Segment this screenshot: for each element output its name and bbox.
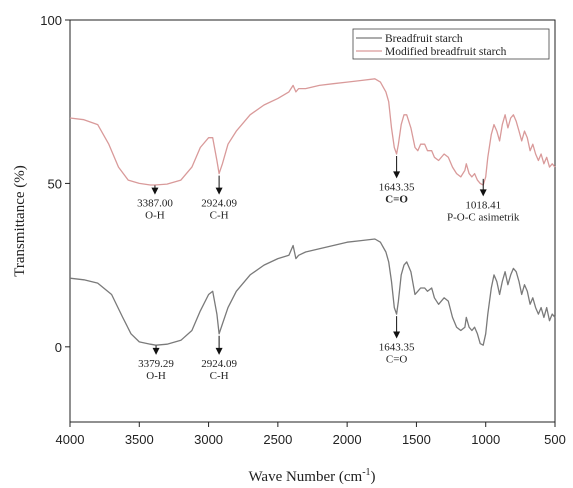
- x-tick-label: 3500: [125, 432, 154, 447]
- legend: Breadfruit starch Modified breadfruit st…: [352, 28, 550, 60]
- annotation-bond: P-O-C asimetrik: [447, 211, 520, 223]
- legend-label-breadfruit-starch: Breadfruit starch: [385, 33, 463, 45]
- annotation-arrow-head: [215, 187, 223, 195]
- annotation-bond: C=O: [385, 193, 408, 205]
- annotation-wavenumber: 2924.09: [201, 198, 237, 210]
- y-tick-label: 50: [48, 176, 62, 191]
- annotation-bond: C=O: [386, 353, 408, 365]
- x-tick-label: 3000: [194, 432, 223, 447]
- annotation-bond: O-H: [145, 210, 165, 222]
- annotation-arrow-head: [393, 171, 401, 179]
- annotation-wavenumber: 2924.09: [201, 358, 237, 370]
- y-axis-title: Transmittance (%): [12, 165, 28, 277]
- annotation-arrow-head: [479, 189, 487, 197]
- annotation-bond: C-H: [210, 370, 229, 382]
- plot-frame: [69, 19, 556, 423]
- x-tick-label: 500: [544, 432, 566, 447]
- series-line-breadfruit-starch: [69, 238, 556, 346]
- annotation-wavenumber: 1018.41: [465, 199, 501, 211]
- annotation-wavenumber: 1643.35: [379, 341, 415, 353]
- annotation-arrow-head: [151, 187, 159, 195]
- x-tick-label: 2500: [263, 432, 292, 447]
- annotation-arrow-head: [152, 347, 160, 355]
- annotation-wavenumber: 1643.35: [379, 181, 415, 193]
- legend-box: [352, 28, 550, 60]
- x-tick-label: 1500: [402, 432, 431, 447]
- annotation-arrow-head: [393, 331, 401, 339]
- x-axis-title: Wave Number (cm-1): [248, 467, 375, 485]
- y-tick-label: 100: [40, 13, 62, 28]
- x-tick-label: 4000: [56, 432, 85, 447]
- annotation-bond: O-H: [146, 370, 166, 382]
- series-line-modified-breadfruit-starch: [69, 78, 556, 186]
- series-layer: [69, 78, 556, 346]
- legend-label-modified-breadfruit-starch: Modified breadfruit starch: [385, 46, 507, 58]
- annotation-bond: C-H: [210, 210, 229, 222]
- y-tick-label: 0: [55, 340, 62, 355]
- annotation-arrow-head: [215, 347, 223, 355]
- annotation-wavenumber: 3387.00: [137, 198, 173, 210]
- x-tick-label: 1000: [471, 432, 500, 447]
- x-axis-ticks: 4000 3500 3000 2500 2000 1500 1000 500: [56, 422, 566, 447]
- annotation-wavenumber: 3379.29: [138, 358, 174, 370]
- x-tick-label: 2000: [333, 432, 362, 447]
- y-axis-ticks: 100 50 0: [40, 13, 70, 355]
